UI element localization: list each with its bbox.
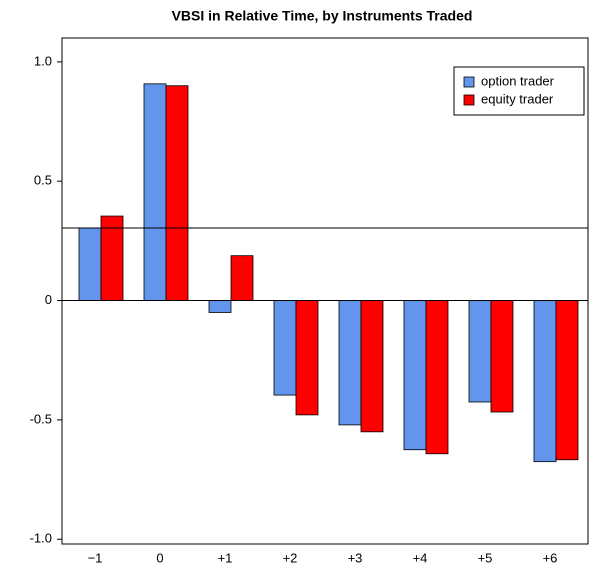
y-tick-label: -1.0 [30,531,52,546]
y-tick-label: -0.5 [30,411,52,426]
legend-label: option trader [481,73,555,88]
bar [490,300,514,413]
bar [468,300,492,403]
bar [78,227,102,301]
bar [273,300,297,396]
x-tick-label: +6 [543,550,558,565]
legend-swatch [463,94,475,106]
bar [295,300,319,416]
bar [360,300,384,433]
y-tick-label: 0 [45,292,52,307]
bar [555,300,579,461]
bar [230,255,254,301]
x-tick-label: +2 [283,550,298,565]
bar [403,300,427,451]
x-tick-label: 0 [156,550,163,565]
y-tick-label: 0.5 [34,173,52,188]
bar [165,85,189,301]
plot-frame [61,37,589,545]
x-tick-label: −1 [88,550,103,565]
x-tick-label: +1 [218,550,233,565]
bar [208,300,232,313]
x-tick-label: +5 [478,550,493,565]
bar [338,300,362,426]
x-tick-label: +4 [413,550,428,565]
y-tick-label: 1.0 [34,53,52,68]
legend-swatch [463,76,475,88]
bar [533,300,557,463]
legend-label: equity trader [481,91,554,106]
chart-title: VBSI in Relative Time, by Instruments Tr… [172,8,473,24]
bar [143,83,167,301]
x-tick-label: +3 [348,550,363,565]
bar [100,215,124,301]
legend-box [453,66,585,116]
bar [425,300,449,455]
